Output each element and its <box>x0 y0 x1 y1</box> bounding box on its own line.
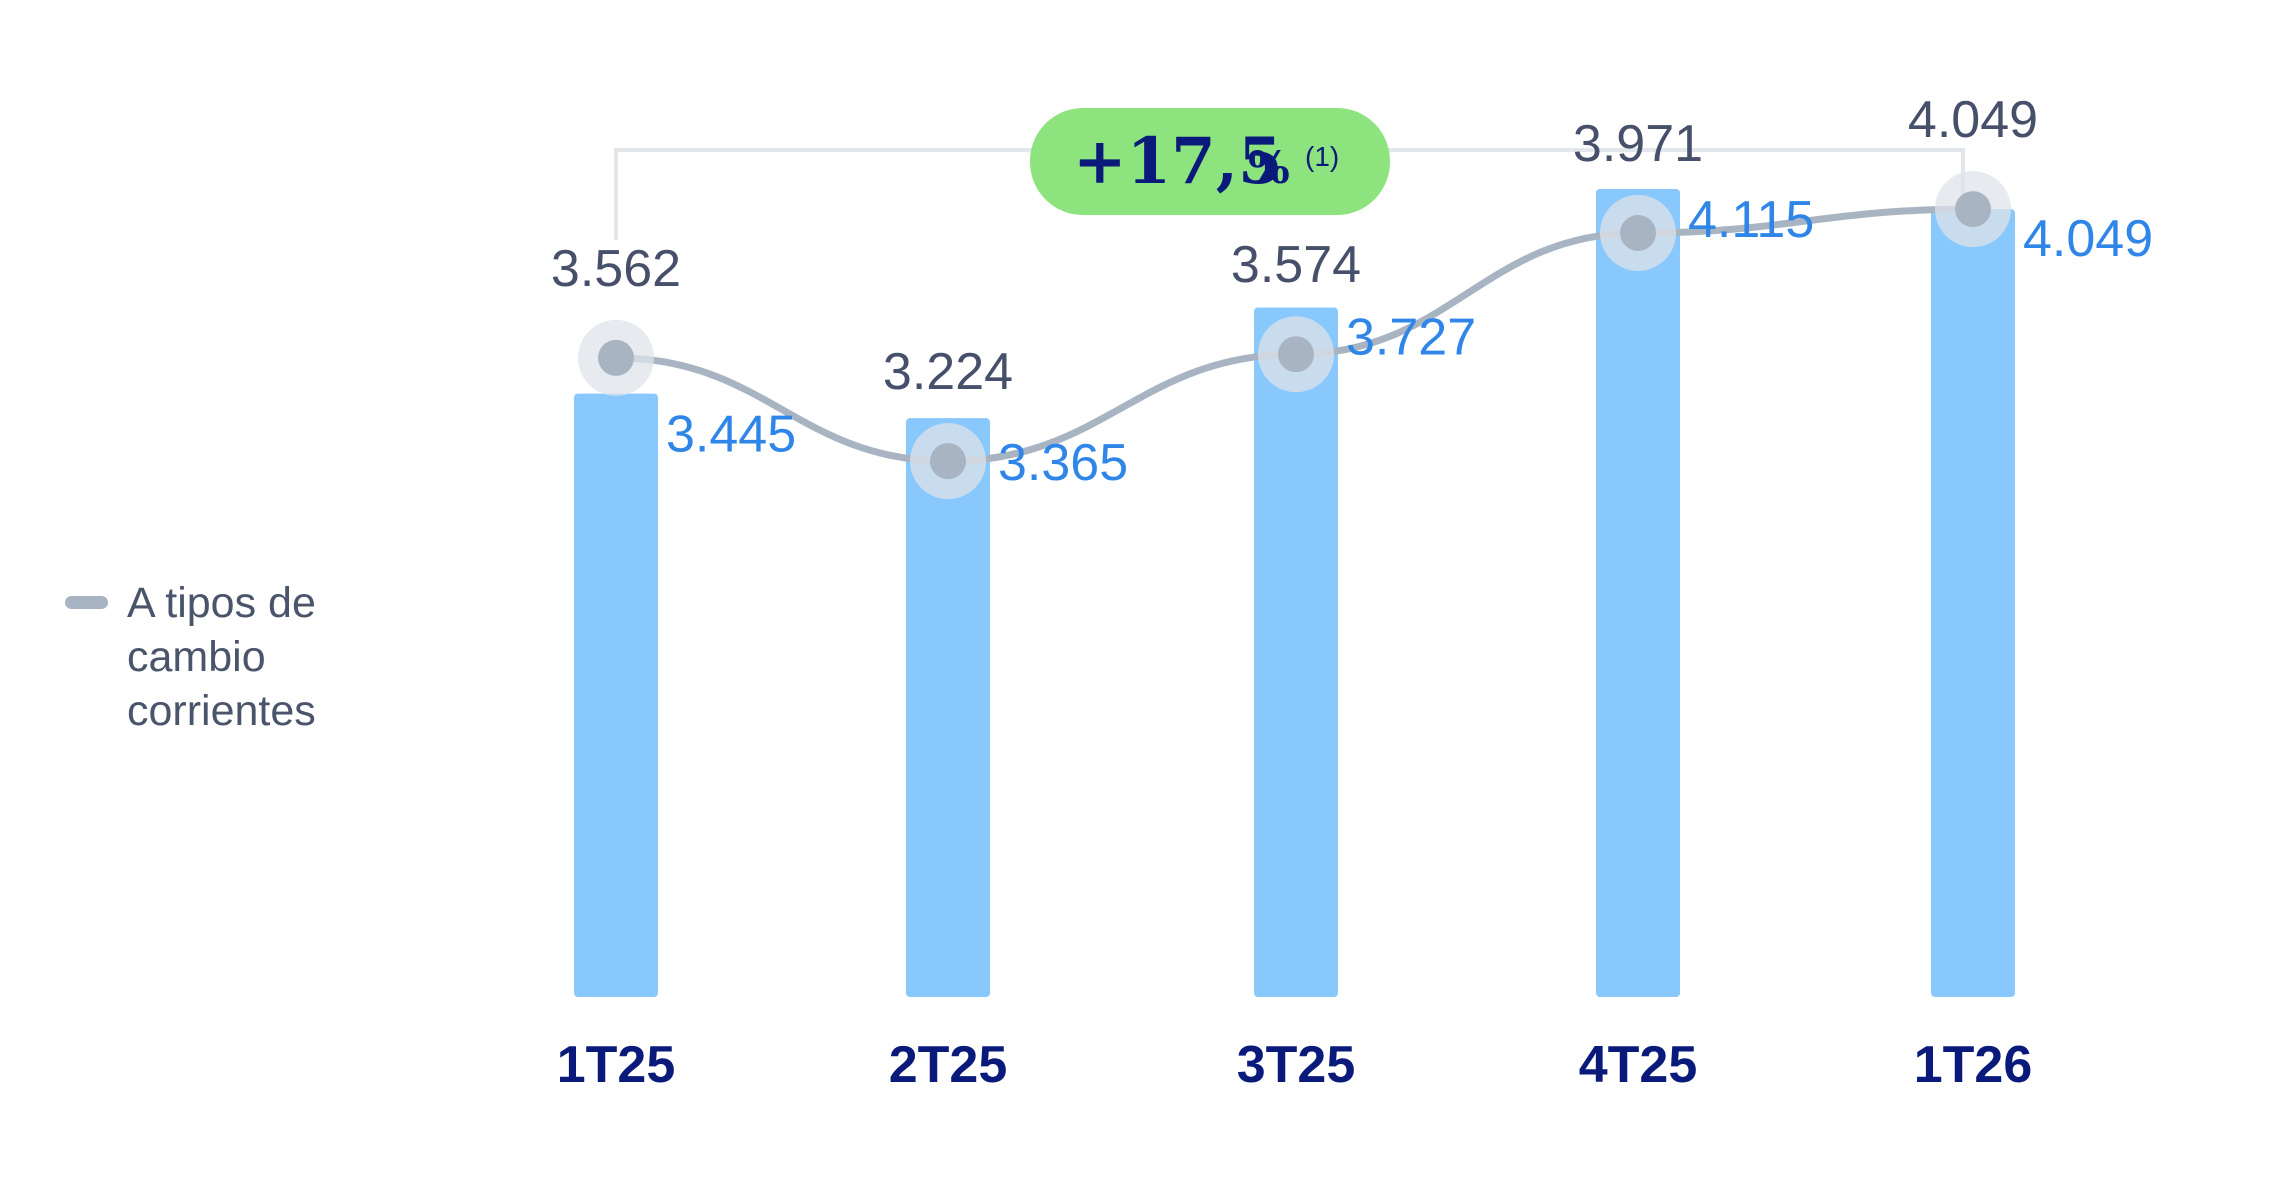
category-label-1T26: 1T26 <box>1914 1036 2033 1094</box>
line-marker-3T25 <box>1278 336 1314 373</box>
line-marker-1T25 <box>598 339 634 376</box>
growth-badge-footnote: (1) <box>1305 141 1339 172</box>
bar-series <box>574 188 2015 998</box>
bar-1T26 <box>1931 209 2015 998</box>
line-value-label-4T25: 3.971 <box>1573 115 1703 173</box>
bar-3T25 <box>1254 307 1338 997</box>
bar-1T25 <box>574 393 658 997</box>
line-marker-4T25 <box>1620 214 1656 251</box>
line-value-label-2T25: 3.224 <box>883 343 1013 401</box>
line-value-label-3T25: 3.574 <box>1231 236 1361 294</box>
category-label-2T25: 2T25 <box>889 1036 1008 1094</box>
legend-label: A tipos de cambio corrientes <box>127 579 316 735</box>
bar-2T25 <box>906 418 990 997</box>
growth-badge-value: +17,5 <box>1073 124 1283 199</box>
category-label-1T25: 1T25 <box>557 1036 676 1094</box>
line-value-label-1T25: 3.562 <box>551 240 681 298</box>
growth-badge-percent: % <box>1248 143 1290 194</box>
bar-4T25 <box>1596 188 1680 997</box>
line-value-label-1T26: 4.049 <box>1908 91 2038 149</box>
legend-line-swatch <box>65 596 108 609</box>
line-series <box>578 171 2011 500</box>
bar-value-label-2T25: 3.365 <box>998 434 1128 492</box>
data-labels: 3.562 3.224 3.574 3.971 4.049 3.445 3.365 3.727… <box>551 91 2153 492</box>
bar-value-label-1T25: 3.445 <box>666 406 796 464</box>
line-marker-1T26 <box>1955 191 1991 228</box>
growth-badge: +17,5 % (1) <box>1030 108 1390 215</box>
bar-value-label-4T25: 4.115 <box>1688 191 1814 249</box>
legend: A tipos de cambio corrientes <box>65 576 387 738</box>
growth-badge-background <box>1030 108 1390 215</box>
bar-value-label-1T26: 4.049 <box>2023 210 2153 268</box>
category-label-3T25: 3T25 <box>1237 1036 1356 1094</box>
line-marker-2T25 <box>930 443 966 480</box>
category-label-4T25: 4T25 <box>1579 1036 1698 1094</box>
category-axis: 1T25 2T25 3T25 4T25 1T26 <box>557 1036 2033 1094</box>
bar-value-label-3T25: 3.727 <box>1346 308 1476 366</box>
